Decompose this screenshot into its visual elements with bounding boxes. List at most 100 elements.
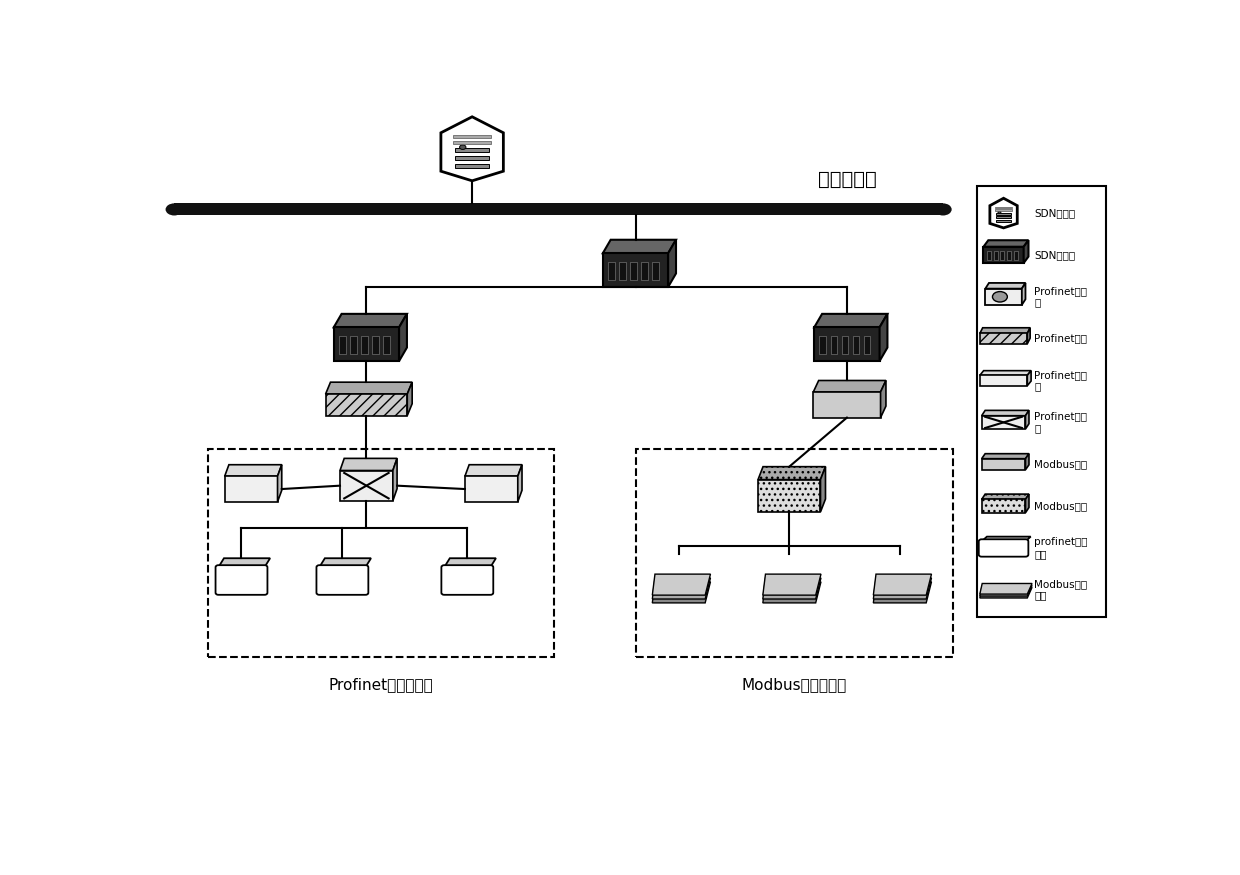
Polygon shape: [980, 587, 1032, 598]
Polygon shape: [326, 382, 412, 394]
Polygon shape: [980, 585, 1032, 596]
Polygon shape: [399, 314, 407, 361]
Bar: [980, 333, 1027, 344]
FancyBboxPatch shape: [316, 565, 368, 595]
Polygon shape: [652, 578, 711, 599]
Bar: [982, 458, 1025, 470]
Bar: [619, 262, 626, 280]
Polygon shape: [990, 199, 1017, 228]
Polygon shape: [873, 574, 931, 595]
FancyBboxPatch shape: [216, 565, 268, 595]
Text: SDN控制器: SDN控制器: [1034, 208, 1075, 218]
Bar: [455, 156, 490, 160]
FancyBboxPatch shape: [978, 539, 1028, 556]
Polygon shape: [278, 465, 281, 502]
Bar: [454, 141, 491, 144]
Polygon shape: [465, 465, 522, 476]
Polygon shape: [652, 582, 711, 603]
Polygon shape: [758, 466, 826, 480]
Polygon shape: [982, 536, 1030, 542]
Text: Profinet工业以太网: Profinet工业以太网: [329, 677, 433, 692]
Bar: [174, 203, 942, 215]
Bar: [993, 251, 997, 260]
Circle shape: [992, 291, 1007, 302]
Bar: [864, 336, 870, 354]
Polygon shape: [983, 241, 1028, 247]
Text: Modbus网关: Modbus网关: [1034, 459, 1087, 469]
Text: Profinet交换
机: Profinet交换 机: [1034, 411, 1087, 433]
Bar: [996, 216, 1011, 218]
Bar: [758, 480, 821, 512]
Bar: [641, 262, 649, 280]
Bar: [980, 375, 1027, 386]
Bar: [977, 186, 1106, 617]
Bar: [224, 476, 278, 502]
Bar: [630, 262, 637, 280]
Bar: [986, 289, 1022, 305]
Polygon shape: [603, 240, 676, 253]
Text: Profinet网关: Profinet网关: [1034, 333, 1087, 344]
Bar: [1007, 251, 1011, 260]
Bar: [820, 336, 826, 354]
Polygon shape: [982, 494, 1029, 500]
Bar: [361, 336, 368, 354]
Bar: [339, 336, 346, 354]
Bar: [635, 449, 952, 657]
Bar: [831, 336, 837, 354]
Text: profinet现场
设备: profinet现场 设备: [1034, 537, 1087, 559]
Polygon shape: [821, 466, 826, 512]
Bar: [842, 336, 848, 354]
Polygon shape: [813, 381, 885, 392]
Bar: [603, 253, 668, 287]
Polygon shape: [1022, 283, 1025, 305]
Bar: [334, 327, 399, 361]
Polygon shape: [518, 465, 522, 502]
Polygon shape: [763, 578, 821, 599]
Polygon shape: [444, 558, 496, 567]
Polygon shape: [218, 558, 270, 567]
Polygon shape: [980, 584, 1032, 594]
Polygon shape: [880, 381, 885, 417]
Polygon shape: [763, 582, 821, 603]
Bar: [996, 209, 1012, 211]
Polygon shape: [1025, 453, 1029, 470]
Text: Modbus主站: Modbus主站: [1034, 501, 1087, 511]
Polygon shape: [320, 558, 371, 567]
Text: Modbus现场
设备: Modbus现场 设备: [1034, 579, 1087, 600]
Text: SDN交换机: SDN交换机: [1034, 250, 1075, 260]
Polygon shape: [879, 314, 888, 361]
Polygon shape: [441, 116, 503, 181]
Polygon shape: [652, 574, 711, 595]
Bar: [455, 164, 490, 168]
Bar: [987, 251, 991, 260]
Polygon shape: [340, 458, 397, 471]
Polygon shape: [873, 582, 931, 603]
FancyBboxPatch shape: [441, 565, 494, 595]
Polygon shape: [763, 574, 821, 595]
Polygon shape: [224, 465, 281, 476]
Bar: [1001, 251, 1004, 260]
Bar: [983, 247, 1024, 263]
Bar: [982, 500, 1025, 513]
Text: 工厂骨干网: 工厂骨干网: [817, 171, 877, 189]
Polygon shape: [1025, 494, 1029, 513]
Polygon shape: [1025, 410, 1029, 429]
Circle shape: [166, 203, 182, 215]
Bar: [340, 471, 393, 500]
Polygon shape: [982, 410, 1029, 416]
Circle shape: [998, 211, 1001, 214]
Bar: [326, 394, 407, 416]
Bar: [982, 416, 1025, 429]
Circle shape: [935, 203, 951, 215]
Polygon shape: [980, 371, 1032, 375]
Bar: [350, 336, 357, 354]
Bar: [996, 206, 1012, 208]
Bar: [372, 336, 379, 354]
Bar: [853, 336, 859, 354]
Bar: [996, 220, 1011, 222]
Text: Modbus工业以太网: Modbus工业以太网: [742, 677, 847, 692]
Polygon shape: [1027, 328, 1030, 344]
Polygon shape: [1027, 371, 1032, 386]
Text: Profinet控制
器: Profinet控制 器: [1034, 286, 1087, 308]
Bar: [813, 392, 880, 417]
